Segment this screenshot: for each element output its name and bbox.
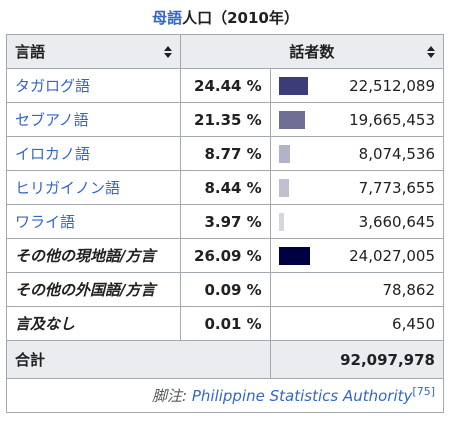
percentage-cell: 0.01 % — [179, 306, 271, 341]
speaker-count-cell: 3,660,645 — [269, 204, 445, 239]
language-link[interactable]: ヒリガイノン語 — [15, 179, 121, 197]
language-link[interactable]: ワライ語 — [15, 213, 76, 231]
percentage-cell: 8.77 % — [179, 136, 271, 171]
share-bar — [278, 111, 305, 129]
language-cell: 言及なし — [6, 306, 181, 341]
population-table: 言語 話者数 タガログ語 24.44 % 22,512,089 セブアノ語 21.35 … — [6, 34, 445, 413]
percentage-cell: 0.09 % — [179, 272, 271, 307]
speaker-count-cell: 8,074,536 — [269, 136, 445, 171]
speaker-count-cell: 78,862 — [269, 272, 445, 307]
share-bar — [278, 77, 308, 95]
source-link[interactable]: Philippine Statistics Authority — [191, 387, 413, 405]
speaker-count: 22,512,089 — [349, 76, 435, 95]
speaker-count: 24,027,005 — [349, 246, 435, 265]
header-language[interactable]: 言語 — [6, 34, 181, 69]
footnote: 脚注: Philippine Statistics Authority[75] — [6, 378, 444, 413]
caption-text: 人口（2010年） — [182, 9, 299, 27]
language-cell: その他の外国語/方言 — [6, 272, 181, 307]
table-row: ヒリガイノン語 8.44 % 7,773,655 — [6, 170, 445, 205]
share-bar — [278, 213, 284, 231]
language-link[interactable]: セブアノ語 — [15, 111, 89, 129]
language-cell[interactable]: セブアノ語 — [6, 102, 181, 137]
caption-link[interactable]: 母語 — [152, 9, 183, 27]
speaker-count-cell: 7,773,655 — [269, 170, 445, 205]
table-row: その他の現地語/方言 26.09 % 24,027,005 — [6, 238, 445, 273]
language-cell[interactable]: ヒリガイノン語 — [6, 170, 181, 205]
speaker-count: 78,862 — [382, 280, 436, 299]
table-row: その他の外国語/方言 0.09 % 78,862 — [6, 272, 445, 307]
language-cell[interactable]: ワライ語 — [6, 204, 181, 239]
speaker-count: 19,665,453 — [349, 110, 435, 129]
header-speakers[interactable]: 話者数 — [179, 34, 445, 69]
percentage-cell: 8.44 % — [179, 170, 271, 205]
table-row: ワライ語 3.97 % 3,660,645 — [6, 204, 445, 239]
total-row: 合計 92,097,978 — [6, 340, 445, 379]
footnote-prefix: 脚注: — [152, 387, 192, 405]
speaker-count: 8,074,536 — [358, 144, 435, 163]
language-cell[interactable]: タガログ語 — [6, 68, 181, 103]
speaker-count-cell: 6,450 — [269, 306, 445, 341]
speaker-count-cell: 22,512,089 — [269, 68, 445, 103]
share-bar — [278, 247, 310, 265]
language-link[interactable]: タガログ語 — [15, 77, 91, 95]
total-value: 92,097,978 — [269, 340, 445, 379]
percentage-cell: 21.35 % — [179, 102, 271, 137]
speaker-count-cell: 19,665,453 — [269, 102, 445, 137]
footnote-row: 脚注: Philippine Statistics Authority[75] — [6, 378, 444, 413]
header-language-label: 言語 — [15, 43, 46, 61]
percentage-cell: 24.44 % — [179, 68, 271, 103]
total-label: 合計 — [6, 340, 271, 379]
speaker-count-cell: 24,027,005 — [269, 238, 445, 273]
sort-icon[interactable] — [163, 45, 172, 59]
reference-link[interactable]: [75] — [412, 385, 435, 398]
header-speakers-label: 話者数 — [289, 43, 335, 61]
language-link[interactable]: イロカノ語 — [15, 145, 91, 163]
speaker-count: 3,660,645 — [358, 212, 435, 231]
language-cell[interactable]: イロカノ語 — [6, 136, 181, 171]
share-bar — [278, 179, 289, 197]
share-bar — [278, 145, 290, 163]
table-row: イロカノ語 8.77 % 8,074,536 — [6, 136, 445, 171]
sort-icon[interactable] — [427, 45, 435, 59]
speaker-count: 7,773,655 — [358, 178, 435, 197]
table-row: タガログ語 24.44 % 22,512,089 — [6, 68, 445, 103]
table-row: 言及なし 0.01 % 6,450 — [6, 306, 445, 341]
percentage-cell: 3.97 % — [179, 204, 271, 239]
percentage-cell: 26.09 % — [179, 238, 271, 273]
table-row: セブアノ語 21.35 % 19,665,453 — [6, 102, 445, 137]
language-cell: その他の現地語/方言 — [6, 238, 181, 273]
speaker-count: 6,450 — [392, 314, 435, 333]
table-caption: 母語人口（2010年） — [0, 8, 451, 28]
